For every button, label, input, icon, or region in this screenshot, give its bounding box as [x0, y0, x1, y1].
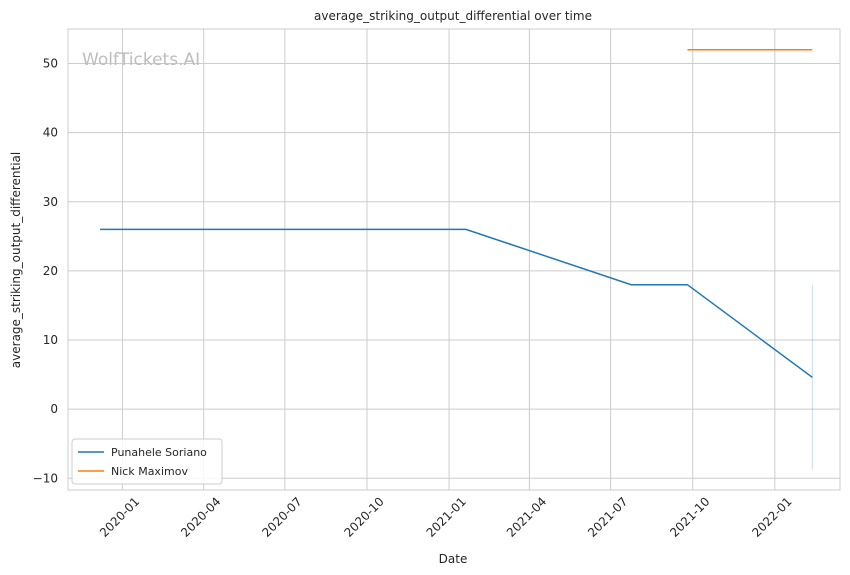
legend-label-punahele-soriano: Punahele Soriano — [111, 446, 207, 459]
x-tick-label: 2021-07 — [585, 494, 630, 539]
y-tick-label: 10 — [43, 333, 58, 347]
x-tick-label: 2022-01 — [749, 494, 794, 539]
y-tick-label: 40 — [43, 126, 58, 140]
x-tick-label: 2020-10 — [341, 494, 386, 539]
legend: Punahele Soriano Nick Maximov — [71, 438, 223, 485]
plot-area — [67, 28, 841, 491]
y-tick-label: 20 — [43, 264, 58, 278]
legend-label-nick-maximov: Nick Maximov — [111, 465, 188, 478]
x-axis-label: Date — [439, 552, 468, 566]
grid — [68, 29, 840, 490]
y-tick-label: 30 — [43, 195, 58, 209]
series-line-punahele-soriano — [100, 228, 813, 378]
x-tick-label: 2020-01 — [97, 494, 142, 539]
x-tick-label: 2020-04 — [178, 494, 223, 539]
x-tick-label: 2020-07 — [259, 494, 304, 539]
x-tick-label: 2021-01 — [424, 494, 469, 539]
chart-title: average_striking_output_differential ove… — [314, 9, 592, 23]
x-axis-ticks: 2020-01 2020-04 2020-07 2020-10 2021-01 2021-… — [97, 494, 795, 539]
y-tick-label: −10 — [33, 471, 58, 485]
y-tick-label: 0 — [50, 402, 58, 416]
legend-box — [71, 438, 223, 485]
y-axis-label: average_striking_output_differential — [9, 152, 23, 368]
y-axis-ticks: −10 0 10 20 30 40 50 — [33, 57, 58, 486]
x-tick-label: 2021-10 — [667, 494, 712, 539]
x-tick-label: 2021-04 — [504, 494, 549, 539]
y-tick-label: 50 — [43, 57, 58, 71]
watermark: WolfTickets.AI — [82, 50, 200, 70]
series-lines — [100, 48, 813, 378]
